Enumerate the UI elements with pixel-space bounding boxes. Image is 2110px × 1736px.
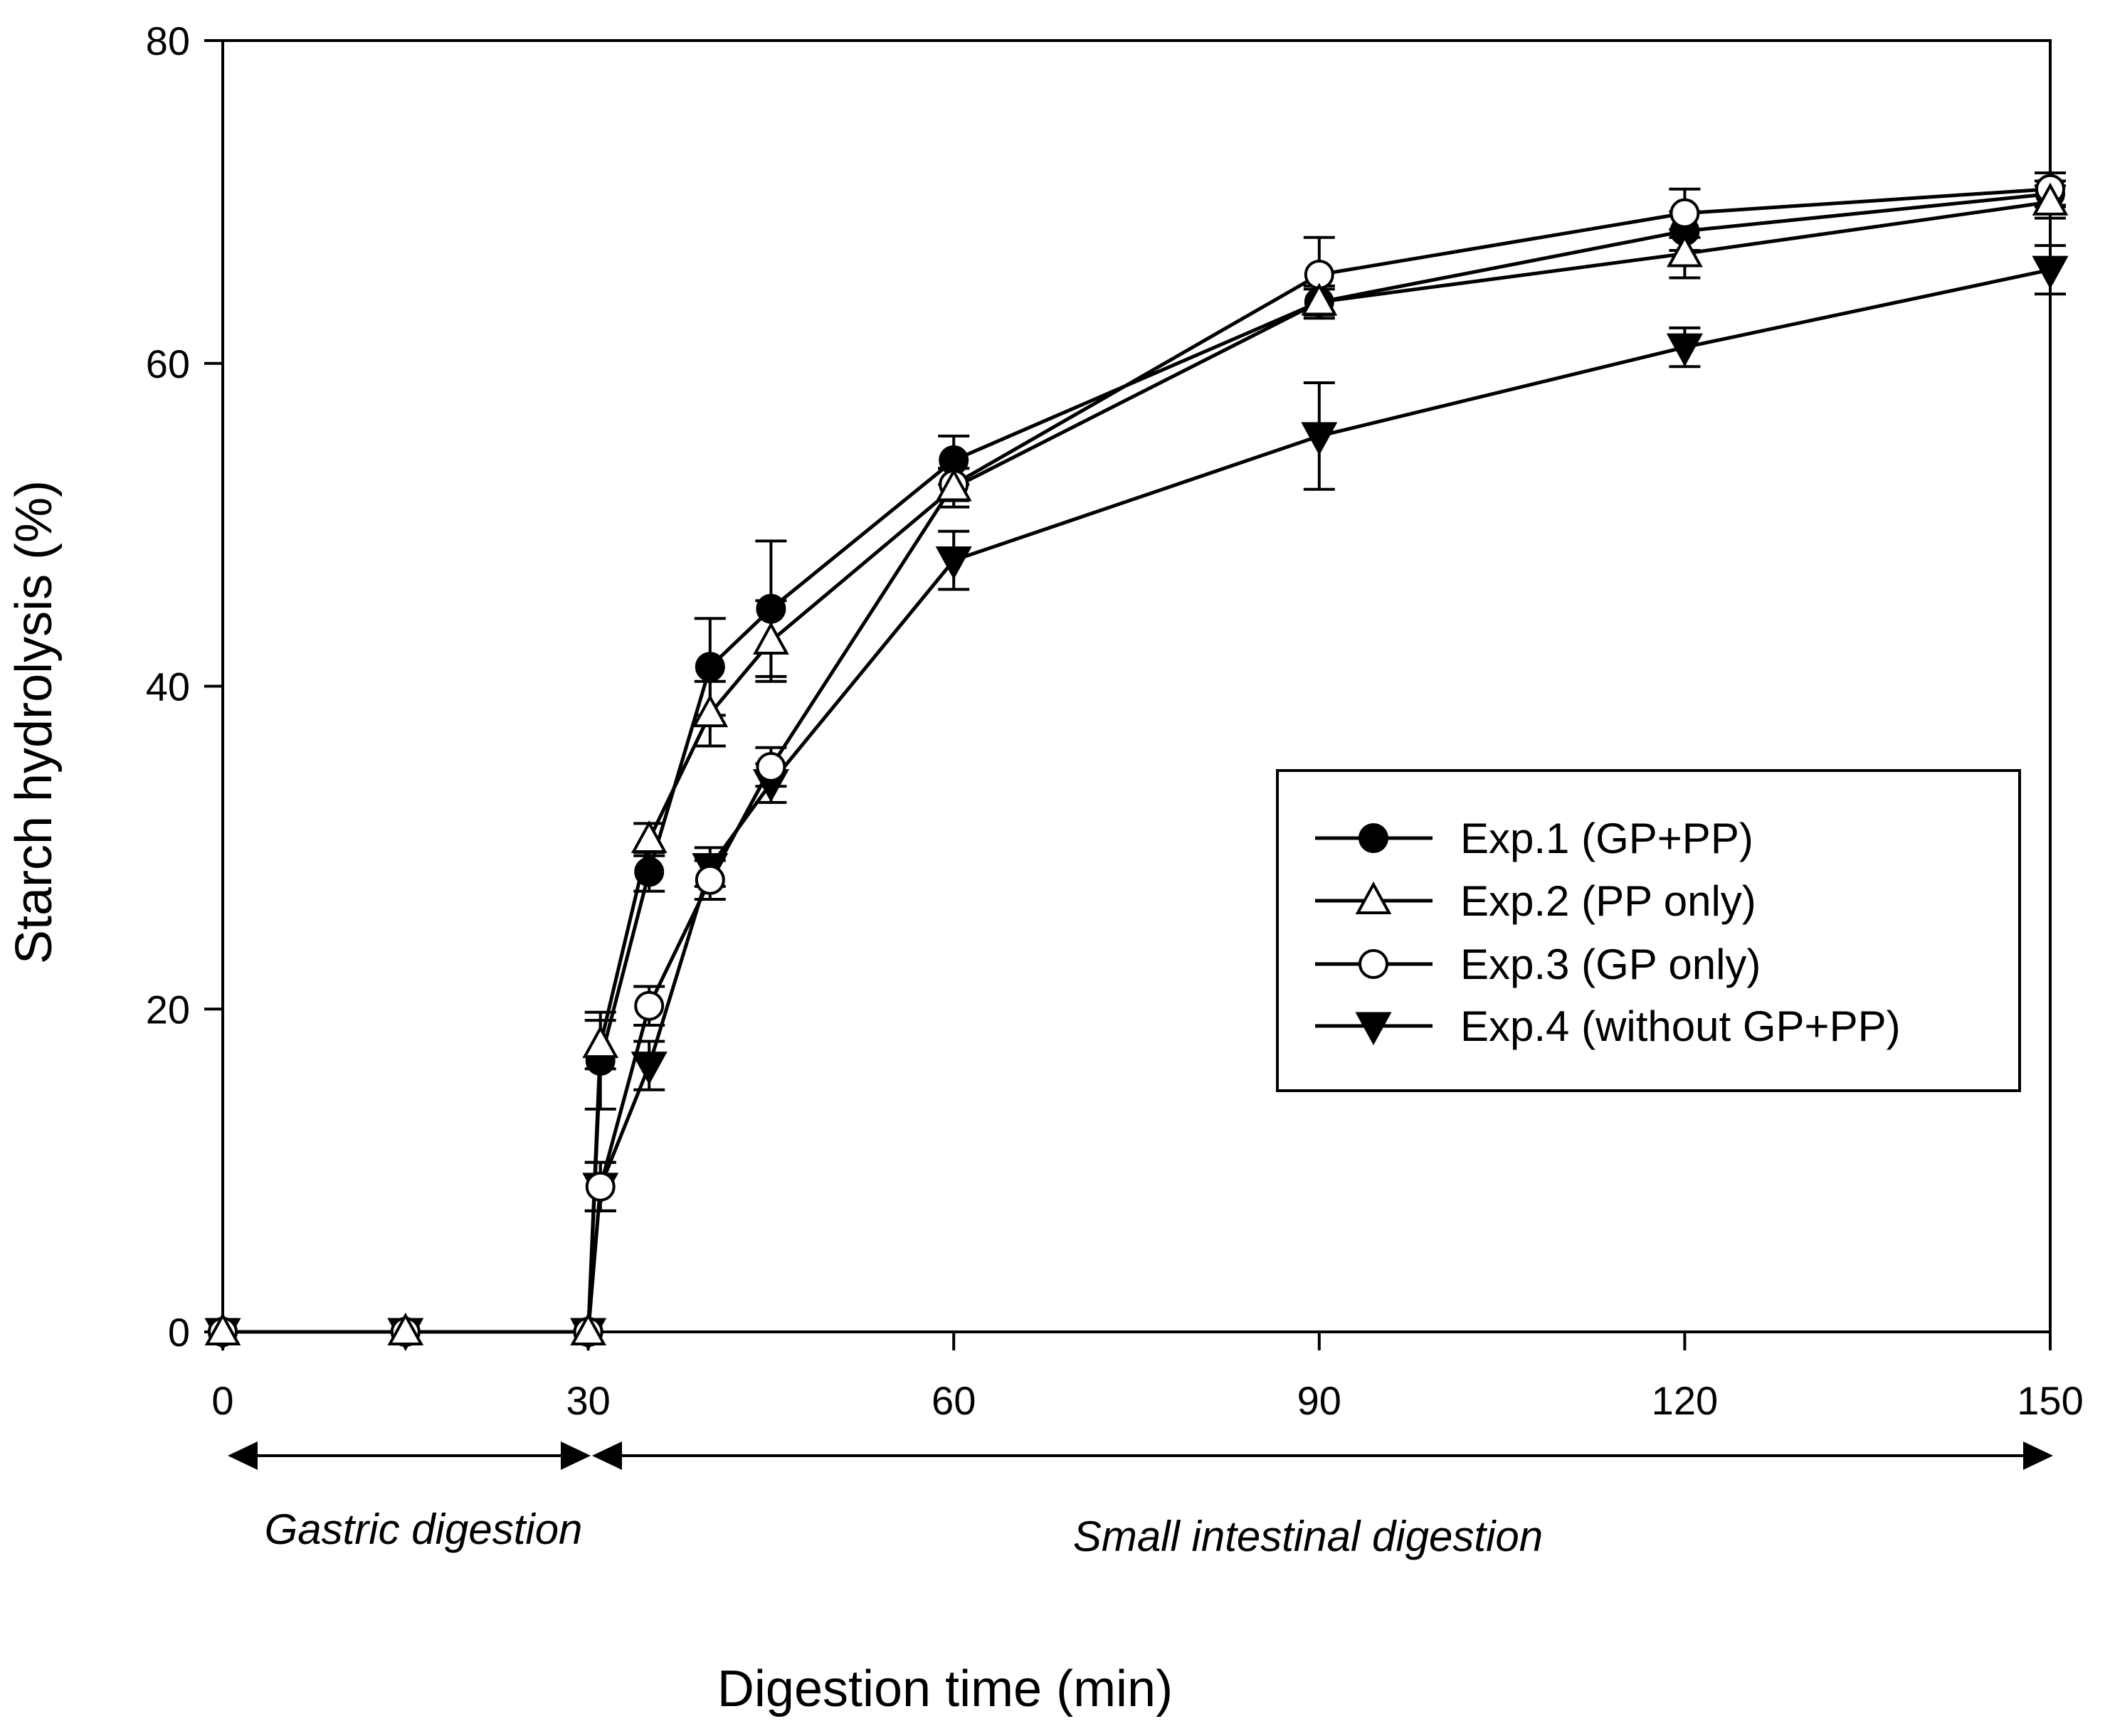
legend-marker-exp3: [1359, 949, 1388, 979]
legend-marker-exp4: [1355, 1012, 1392, 1046]
series-line-exp2: [223, 200, 2051, 1334]
legend-label-exp3: Exp.3 (GP only): [1460, 941, 1761, 988]
legend-box: [1276, 769, 2021, 1092]
x-tick-label: 0: [211, 1378, 233, 1423]
marker-exp2: [204, 1312, 241, 1345]
marker-exp4: [1666, 333, 1703, 367]
marker-exp4: [631, 1052, 668, 1085]
marker-exp2: [1301, 282, 1338, 316]
series-lines: [223, 187, 2051, 1334]
y-axis-label: Starch hydrolysis (%): [6, 480, 63, 964]
marker-exp4: [935, 546, 972, 580]
legend-marker-exp2: [1355, 881, 1392, 914]
gastric-arrow-left-head: [228, 1441, 258, 1470]
gastric-arrow-right-head: [561, 1441, 591, 1470]
y-tick-label: 20: [146, 987, 190, 1032]
marker-exp2: [692, 694, 729, 728]
y-tick-label: 0: [168, 1310, 190, 1355]
marker-exp2: [582, 1025, 619, 1059]
series-line-exp3: [223, 187, 2051, 1334]
plot-frame: [221, 39, 2052, 1333]
y-tick-label: 60: [146, 342, 190, 386]
series-markers: [204, 174, 2069, 1352]
marker-exp2: [753, 621, 789, 655]
phase-annotations: Gastric digestion Small intestinal diges…: [228, 1441, 2053, 1560]
y-tick-label: 80: [146, 18, 190, 63]
intestinal-arrow-left-head: [592, 1441, 622, 1470]
legend: Exp.1 (GP+PP) Exp.2 (PP only) Exp.3 (GP …: [1276, 769, 2021, 1092]
small-intestinal-digestion-label: Small intestinal digestion: [1073, 1513, 1543, 1560]
x-tick-label: 30: [566, 1378, 610, 1423]
x-axis-label: Digestion time (min): [717, 1661, 1173, 1718]
intestinal-arrow-right-head: [2023, 1441, 2053, 1470]
marker-exp3: [695, 864, 725, 895]
series-line-exp1: [223, 192, 2051, 1334]
marker-exp1: [695, 652, 725, 682]
marker-exp2: [570, 1312, 606, 1345]
marker-exp4: [1301, 422, 1338, 455]
marker-exp3: [634, 990, 665, 1021]
y-tick-label: 40: [146, 665, 190, 709]
x-tick-label: 90: [1297, 1378, 1341, 1423]
gastric-digestion-label: Gastric digestion: [265, 1505, 583, 1553]
x-tick-label: 150: [2017, 1378, 2083, 1423]
marker-exp2: [1667, 234, 1703, 268]
legend-marker-exp1: [1359, 823, 1388, 853]
marker-exp2: [935, 468, 972, 502]
marker-exp3: [1669, 198, 1700, 228]
marker-exp1: [634, 857, 665, 887]
marker-exp2: [631, 820, 668, 854]
axis-ticks: 0 20 40 60 80 0 30 60 90 120 150: [146, 18, 2084, 1423]
marker-exp4: [2032, 255, 2069, 290]
x-tick-label: 120: [1652, 1378, 1718, 1423]
legend-label-exp4: Exp.4 (without GP+PP): [1460, 1002, 1901, 1050]
marker-exp2: [387, 1312, 424, 1345]
legend-label-exp2: Exp.2 (PP only): [1460, 877, 1756, 925]
marker-exp2: [2032, 182, 2069, 216]
x-tick-label: 60: [932, 1378, 976, 1423]
marker-exp1: [756, 593, 786, 624]
marker-exp3: [585, 1171, 616, 1202]
legend-label-exp1: Exp.1 (GP+PP): [1460, 815, 1753, 862]
marker-exp3: [756, 751, 786, 782]
